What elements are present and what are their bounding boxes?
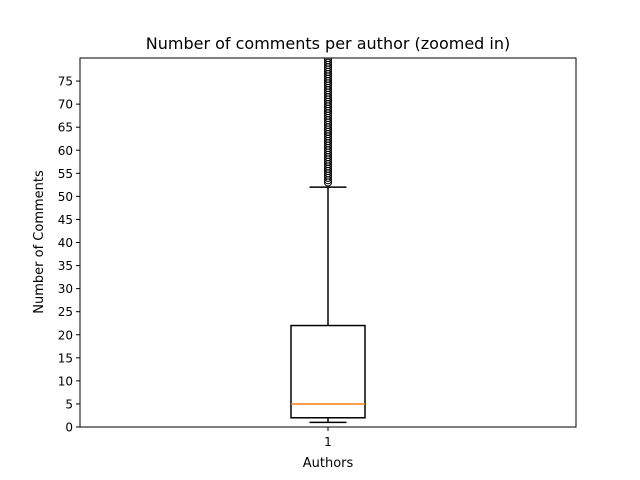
y-tick-label: 70 [58,98,73,112]
y-tick-label: 10 [58,374,73,388]
x-axis-label: Authors [303,456,354,471]
y-tick-label: 50 [58,190,73,204]
y-tick-label: 35 [58,259,73,273]
y-tick-label: 65 [58,121,73,135]
outlier-point [324,58,332,67]
y-tick-label: 55 [58,167,73,181]
y-tick-label: 15 [58,351,73,365]
y-tick-label: 30 [58,282,73,296]
box-iqr [290,324,366,419]
outlier-point [324,58,332,65]
outlier-point [324,58,332,62]
y-tick-label: 75 [58,75,73,89]
outliers [324,58,332,187]
y-axis: 0 5 10 15 20 25 30 35 40 45 50 55 60 65 70 75 [58,75,80,435]
x-tick-label: 1 [324,435,332,449]
chart-title: Number of comments per author (zoomed in… [146,34,511,53]
y-tick-label: 5 [65,397,73,411]
y-tick-label: 40 [58,236,73,250]
y-tick-label: 60 [58,144,73,158]
y-axis-label: Number of Comments [32,170,47,314]
y-tick-label: 20 [58,328,73,342]
plot-area [290,58,366,424]
y-tick-label: 25 [58,305,73,319]
y-tick-label: 45 [58,213,73,227]
x-axis: 1 [324,427,332,449]
y-tick-label: 0 [65,421,73,435]
